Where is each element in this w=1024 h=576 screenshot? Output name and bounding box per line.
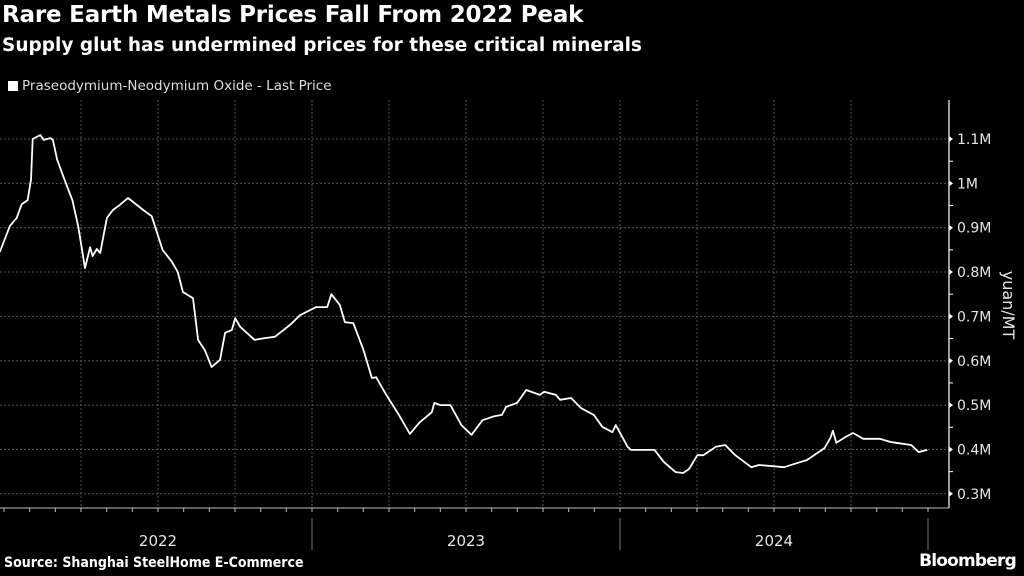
y-tick-label: 0.4M [957,442,991,458]
y-tick-label: 0.8M [957,265,991,281]
y-tick-mark [949,402,953,409]
gridlines [0,100,949,508]
y-tick-mark [949,224,953,231]
legend-swatch [8,81,18,91]
y-tick-mark [949,269,953,276]
y-tick-label: 0.3M [957,487,991,503]
y-tick-label: 0.5M [957,398,991,414]
axes: 1.1M 1M 0.9M 0.8M 0.7M 0.6M 0.5M 0.4M 0.3M 2022 20… [0,100,991,550]
x-tick-label: 2022 [139,532,177,550]
y-axis-label: yuan/MT [999,271,1018,340]
chart-title: Rare Earth Metals Prices Fall From 2022 … [2,2,584,28]
y-tick-label: 0.9M [957,221,991,237]
y-tick-mark [949,180,953,187]
y-tick-mark [949,136,953,142]
y-tick-mark [949,490,953,497]
y-tick-mark [949,357,953,364]
y-tick-label: 1M [957,176,978,192]
chart-subtitle: Supply glut has undermined prices for th… [2,35,642,56]
bloomberg-logo: Bloomberg [919,551,1017,571]
y-tick-label: 0.6M [957,354,991,370]
source-note: Source: Shanghai SteelHome E-Commerce [4,555,304,571]
legend-label: Praseodymium-Neodymium Oxide - Last Pric… [22,78,332,94]
price-line [0,134,928,474]
y-tick-label: 1.1M [957,132,991,148]
series [0,134,928,474]
y-tick-mark [949,313,953,320]
legend: Praseodymium-Neodymium Oxide - Last Pric… [8,78,332,94]
x-tick-label: 2024 [755,532,793,550]
x-tick-label: 2023 [447,532,485,550]
y-tick-mark [949,446,953,453]
y-tick-label: 0.7M [957,309,991,325]
